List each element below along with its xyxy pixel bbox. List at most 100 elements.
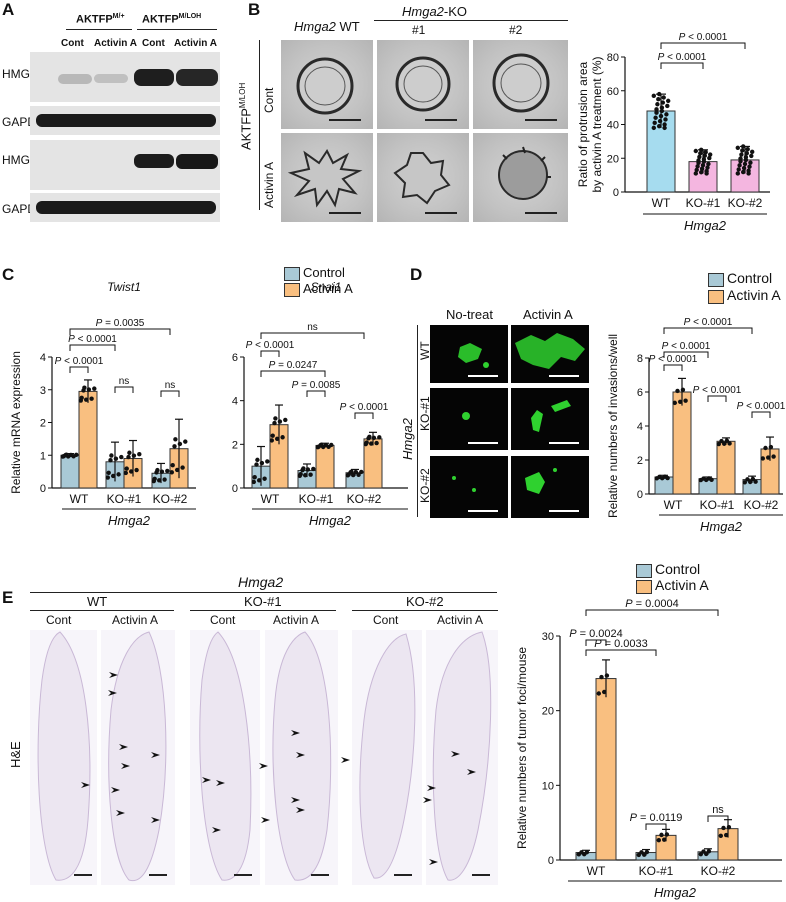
undefined-xtick-label: KO-#1	[299, 492, 334, 506]
undefined-dot	[108, 458, 113, 463]
undefined-sig1-label: P < 0.0001	[662, 341, 711, 352]
undefined-dot	[709, 477, 714, 482]
undefined-sig2-label: P = 0.0035	[96, 318, 145, 329]
undefined-dot	[364, 440, 369, 445]
tumor-arrowhead	[423, 797, 432, 803]
chart-tumor-foci: 0 10 20 30 Relative numbers of tumor foci/mo…	[515, 598, 782, 900]
blot-group1-label: AKTFPM/+	[76, 13, 125, 26]
fluor-wt-activin	[511, 325, 589, 383]
undefined-dot	[642, 852, 647, 857]
undefined-dot	[74, 452, 79, 458]
undefined-sig3-label: P = 0.0085	[292, 380, 341, 391]
e-group-ko1: KO-#1	[244, 594, 282, 609]
chart-b-dot	[748, 160, 753, 165]
undefined-ytick-label: 4	[232, 396, 238, 408]
e-group-line-ko2	[352, 610, 498, 611]
undefined-dot	[165, 468, 170, 474]
undefined-dot	[303, 473, 308, 478]
undefined-dot	[704, 851, 709, 857]
e-group-ko2: KO-#2	[406, 594, 444, 609]
undefined-xtick-label: KO-#2	[347, 492, 382, 506]
undefined-xtick-label: KO-#2	[153, 492, 188, 506]
undefined-dot	[123, 470, 128, 476]
chart-b-gene: Hmga2	[684, 218, 727, 233]
undefined-ytick-label: 30	[542, 631, 554, 643]
chart-b-dot	[663, 117, 668, 122]
chart-protrusion: 0 20 40 60 80 Ratio of protrusion area by acti…	[576, 32, 770, 233]
undefined-dot	[367, 434, 372, 439]
undefined-dot	[665, 475, 670, 481]
chart-b-dot	[707, 155, 712, 161]
undefined-sig4-label: P < 0.0001	[737, 401, 786, 412]
chart-b-dot	[666, 98, 671, 104]
undefined-xtick-label: WT	[587, 864, 606, 878]
chart-b-dot	[695, 164, 700, 169]
undefined-ytick-label: 0	[637, 489, 643, 501]
chart-b-dot	[696, 160, 701, 166]
undefined-dot	[79, 395, 84, 401]
undefined-sig4-label: ns	[165, 380, 176, 391]
micrograph-ko2-activin	[473, 133, 568, 222]
undefined-dot	[116, 472, 121, 477]
undefined-dot	[119, 454, 124, 460]
legend-e-control-label: Control	[655, 561, 701, 577]
legend-d-control-label: Control	[727, 270, 773, 286]
e-group-wt: WT	[87, 594, 108, 609]
undefined-dot	[659, 832, 664, 838]
chart-b-dot	[652, 120, 657, 126]
blot-group1-line	[66, 29, 132, 30]
e-gene-label: Hmga2	[238, 574, 284, 590]
undefined-dot	[644, 849, 650, 855]
col-header-wt: Hmga2 WT	[294, 19, 360, 34]
tumor-arrowhead	[296, 807, 305, 813]
chart-b-dot	[744, 150, 749, 156]
chart-b-dot	[736, 167, 741, 172]
undefined-dot	[311, 466, 316, 472]
undefined-dot	[683, 398, 688, 403]
undefined-xtick-label: KO-#2	[744, 498, 779, 512]
undefined-xtick-label: KO-#1	[639, 864, 674, 878]
undefined-dot	[127, 450, 132, 455]
undefined-sig4-line	[707, 815, 729, 822]
undefined-dot	[111, 473, 116, 479]
undefined-dot	[721, 825, 726, 831]
chart-b-dot	[662, 122, 667, 127]
undefined-dot	[351, 472, 356, 478]
undefined-dot	[162, 477, 167, 482]
chart-b-dot	[702, 153, 707, 158]
undefined-ytick-label: 6	[232, 352, 238, 364]
fluor-wt-notreat	[430, 325, 508, 383]
undefined-sig1-line	[585, 649, 657, 656]
undefined-dot	[722, 441, 727, 446]
undefined-dot	[766, 455, 771, 460]
chart-b-dot	[699, 170, 704, 175]
undefined-dot	[129, 469, 134, 474]
undefined-sig0-line	[585, 639, 607, 646]
undefined-sig0-label: P < 0.0001	[55, 356, 104, 367]
undefined-dot	[105, 475, 111, 480]
undefined-sig2-label: P = 0.0004	[625, 598, 679, 610]
ko-header-line	[374, 20, 568, 21]
undefined-dot	[359, 469, 364, 475]
col-header-ko2: #2	[509, 23, 523, 37]
undefined-dot	[329, 442, 334, 448]
d-side-line	[417, 325, 418, 517]
e-col-3: Cont	[210, 613, 236, 627]
tumor-arrowhead	[81, 782, 90, 788]
undefined-dot	[356, 472, 361, 478]
chart-b-xtick-label: KO-#2	[728, 196, 763, 210]
undefined-sig0-label: P < 0.0001	[649, 354, 698, 365]
undefined-dot	[265, 459, 270, 464]
chart-b-dot	[651, 125, 656, 131]
undefined-sig0-label: P = 0.0024	[569, 628, 623, 640]
undefined-dot	[636, 852, 641, 858]
undefined-dot	[251, 479, 256, 485]
blot-gapdh-1	[30, 106, 220, 135]
undefined-dot	[82, 385, 87, 390]
chart-b-dot	[653, 115, 658, 120]
undefined-dot	[308, 472, 313, 477]
undefined-sig3-line	[114, 386, 134, 393]
undefined-ytick-label: 2	[637, 455, 643, 467]
legend-e-control-swatch	[636, 564, 652, 578]
